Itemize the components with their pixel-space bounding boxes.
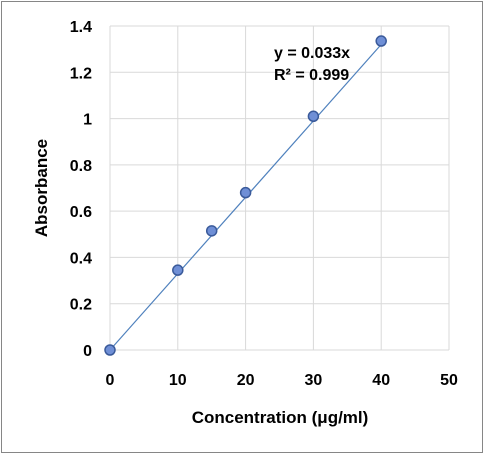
y-tick-label: 0.8 bbox=[70, 158, 92, 175]
data-point bbox=[375, 35, 387, 47]
x-tick-label: 20 bbox=[237, 372, 255, 389]
x-tick-labels: 0 10 20 30 40 50 bbox=[106, 372, 458, 389]
data-point bbox=[239, 186, 252, 199]
x-tick-label: 50 bbox=[440, 372, 458, 389]
y-tick-label: 0 bbox=[83, 343, 92, 360]
y-axis-title: Absorbance bbox=[32, 139, 51, 237]
data-point bbox=[172, 264, 184, 276]
y-tick-label: 0.4 bbox=[70, 250, 92, 267]
x-tick-label: 40 bbox=[372, 372, 390, 389]
y-tick-label: 1.4 bbox=[70, 19, 92, 36]
y-tick-labels: 0 0.2 0.4 0.6 0.8 1 1.2 1.4 bbox=[70, 19, 92, 360]
x-tick-label: 0 bbox=[106, 372, 115, 389]
data-point bbox=[307, 110, 320, 123]
trendline-equation: y = 0.033x bbox=[274, 45, 350, 62]
y-tick-label: 0.2 bbox=[70, 297, 92, 314]
y-tick-label: 0.6 bbox=[70, 204, 92, 221]
data-point bbox=[205, 225, 218, 237]
data-point bbox=[104, 344, 116, 356]
grid-lines bbox=[110, 25, 450, 350]
r-squared-label: R² = 0.999 bbox=[274, 67, 349, 84]
axes bbox=[109, 26, 449, 351]
y-tick-label: 1 bbox=[83, 112, 92, 129]
x-tick-label: 30 bbox=[305, 372, 323, 389]
data-points bbox=[104, 35, 387, 356]
x-axis-title: Concentration (μg/ml) bbox=[192, 408, 369, 427]
y-tick-label: 1.2 bbox=[70, 65, 92, 82]
x-tick-label: 10 bbox=[169, 372, 187, 389]
